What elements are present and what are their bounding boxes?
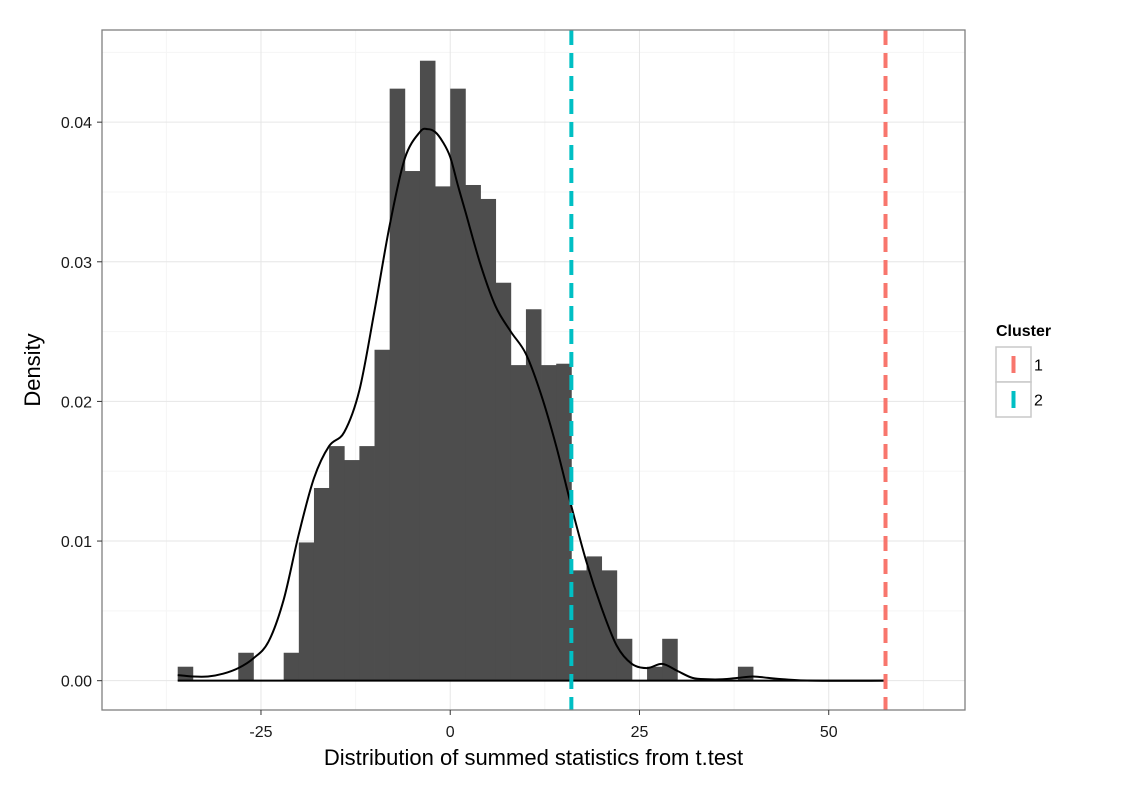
legend-key-2 bbox=[995, 381, 1032, 418]
y-axis-ticks: 0.00 0.01 0.02 0.03 0.04 bbox=[61, 115, 102, 691]
histogram-bar bbox=[541, 365, 557, 681]
y-tick-label: 0.00 bbox=[61, 674, 92, 691]
histogram-bar bbox=[450, 88, 466, 681]
histogram-bar bbox=[283, 652, 300, 681]
histogram-bar bbox=[662, 638, 678, 681]
histogram-bar bbox=[495, 282, 512, 681]
histogram-bar bbox=[435, 186, 451, 681]
histogram-bar bbox=[510, 365, 527, 681]
histogram-bar bbox=[404, 171, 421, 681]
x-tick-label: -25 bbox=[249, 724, 272, 741]
histogram-bar bbox=[571, 570, 587, 681]
histogram-bar bbox=[647, 666, 663, 681]
histogram-bar bbox=[329, 446, 345, 681]
histogram-bar bbox=[556, 363, 572, 681]
x-tick-label: 25 bbox=[631, 724, 649, 741]
plot-border bbox=[101, 29, 966, 711]
legend-title: Cluster bbox=[996, 323, 1051, 340]
histogram-bar bbox=[586, 556, 603, 681]
legend-entries: 12 bbox=[995, 346, 1043, 418]
histogram-bar bbox=[313, 487, 330, 681]
x-tick-label: 50 bbox=[820, 724, 838, 741]
x-axis-title: Distribution of summed statistics from t… bbox=[324, 745, 743, 770]
histogram-bar bbox=[298, 542, 315, 681]
y-tick-label: 0.02 bbox=[61, 394, 92, 411]
histogram-bar bbox=[374, 349, 391, 681]
histogram-bars bbox=[177, 60, 754, 681]
histogram-bar bbox=[465, 184, 481, 681]
histogram-bar bbox=[344, 460, 360, 681]
cluster-vlines bbox=[569, 30, 888, 710]
y-tick-label: 0.04 bbox=[61, 115, 92, 132]
density-curve bbox=[177, 127, 886, 682]
histogram-bar bbox=[480, 198, 497, 681]
y-tick-label: 0.03 bbox=[61, 255, 92, 272]
y-axis-title: Density bbox=[20, 333, 45, 406]
histogram-bar bbox=[359, 446, 375, 681]
legend: Cluster 12 bbox=[995, 323, 1051, 418]
histogram-bar bbox=[389, 88, 406, 681]
histogram-bar bbox=[177, 666, 194, 681]
histogram-bar bbox=[419, 60, 436, 681]
x-tick-label: 0 bbox=[446, 724, 455, 741]
histogram-bar bbox=[601, 570, 618, 681]
histogram-bar bbox=[238, 652, 254, 681]
legend-label-1: 1 bbox=[1034, 358, 1043, 375]
histogram-bar bbox=[525, 309, 542, 681]
histogram-bar bbox=[616, 638, 633, 681]
legend-label-2: 2 bbox=[1034, 393, 1043, 410]
y-tick-label: 0.01 bbox=[61, 534, 92, 551]
x-axis-ticks: -25 0 25 50 bbox=[249, 710, 838, 741]
